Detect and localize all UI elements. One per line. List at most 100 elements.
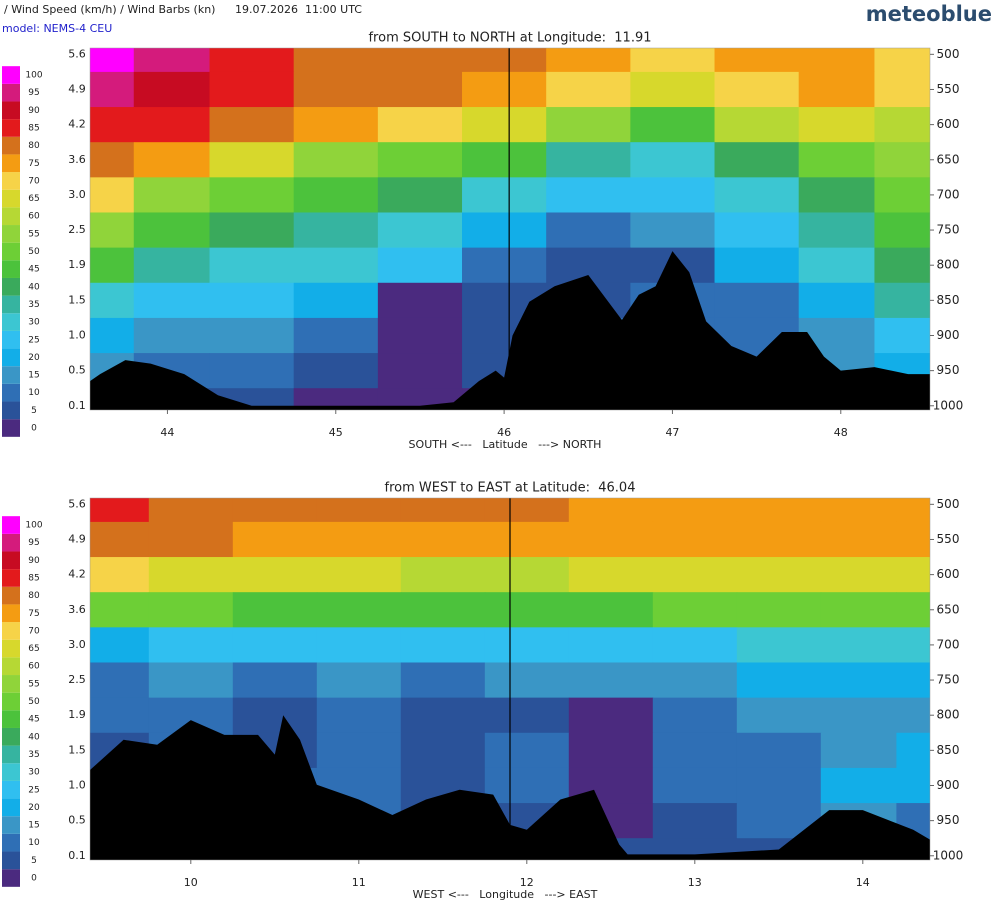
wind-cell	[896, 627, 930, 663]
colorbar-swatch	[2, 551, 20, 570]
plot-frame	[89, 47, 931, 411]
wind-cell	[400, 662, 486, 699]
y2-tick-label: 850	[937, 743, 960, 757]
colorbar-swatch	[2, 675, 20, 693]
plot-area	[90, 498, 930, 860]
colorbar-swatch	[2, 383, 20, 402]
wind-cell	[90, 48, 135, 73]
colorbar-swatch	[2, 366, 20, 384]
wind-cell	[90, 592, 150, 628]
y2-tick-label: 800	[937, 708, 960, 722]
wind-cell	[133, 282, 211, 319]
wind-cell	[484, 767, 570, 804]
wind-cell	[736, 521, 822, 558]
colorbar-label: 50	[28, 247, 40, 257]
wind-cell	[209, 71, 295, 108]
colorbar-label: 45	[28, 715, 39, 725]
wind-cell	[377, 142, 463, 178]
wind-cell	[90, 212, 135, 249]
wind-cell	[546, 48, 631, 73]
wind-cell	[874, 212, 930, 249]
wind-cell	[714, 177, 800, 213]
y2-tick-label: 550	[937, 532, 960, 546]
colorbar-swatch	[2, 172, 20, 190]
wind-cell	[400, 627, 486, 663]
colorbar-swatch	[2, 154, 20, 173]
colorbar-label: 35	[28, 750, 39, 760]
colorbar-swatch	[2, 710, 20, 728]
wind-cell	[568, 732, 654, 769]
wind-cell	[293, 48, 379, 73]
wind-cell	[90, 177, 135, 213]
wind-cell	[133, 177, 211, 213]
wind-cell	[316, 498, 402, 523]
x-tick-label: 45	[329, 426, 343, 439]
wind-cell	[798, 212, 875, 249]
colorbar-label: 25	[28, 785, 39, 795]
wind-cell	[896, 498, 930, 523]
wind-cell	[874, 317, 930, 354]
wind-cell	[652, 627, 738, 663]
x-tick-label: 48	[834, 426, 848, 439]
wind-cell	[316, 627, 402, 663]
wind-cell	[148, 521, 234, 558]
colorbar-label: 10	[28, 388, 40, 398]
colorbar-swatch	[2, 745, 20, 764]
wind-cell	[896, 697, 930, 734]
wind-cell	[652, 557, 738, 593]
colorbar-label: 95	[28, 88, 39, 98]
colorbar-swatch	[2, 101, 20, 120]
colorbar-swatch	[2, 622, 20, 640]
x-tick-label: 14	[856, 876, 870, 889]
wind-cell	[798, 142, 875, 178]
colorbar-label: 90	[28, 556, 40, 566]
colorbar-label: 5	[31, 406, 37, 416]
wind-cell	[232, 662, 318, 699]
y-tick-label: 0.1	[68, 849, 86, 862]
wind-cell	[874, 142, 930, 178]
wind-cell	[90, 247, 135, 284]
wind-cell	[293, 71, 379, 108]
colorbar-label: 20	[28, 353, 40, 363]
colorbar-swatch	[2, 225, 20, 243]
y-tick-label: 5.6	[68, 497, 86, 510]
x-tick-label: 46	[497, 426, 511, 439]
wind-cell	[714, 71, 800, 108]
plot-frame	[89, 497, 931, 861]
wind-cell	[568, 697, 654, 734]
wind-cell	[546, 107, 631, 143]
header-title: / Wind Speed (km/h) / Wind Barbs (kn)	[4, 3, 215, 16]
wind-cell	[90, 498, 150, 523]
colorbar-label: 60	[28, 212, 40, 222]
colorbar-label: 85	[28, 123, 39, 133]
wind-cell	[293, 317, 379, 354]
wind-cell	[90, 521, 150, 558]
terrain	[90, 251, 930, 410]
wind-cell	[133, 142, 211, 178]
wind-cell	[316, 521, 402, 558]
wind-cell	[652, 662, 738, 699]
colorbar-swatch	[2, 242, 20, 261]
wind-cell	[462, 177, 547, 213]
y2-tick-label: 650	[937, 152, 960, 166]
wind-cell	[209, 247, 295, 284]
y-tick-label: 3.0	[68, 188, 86, 201]
wind-cell	[546, 212, 631, 249]
wind-cell	[133, 317, 211, 354]
wind-cell	[232, 557, 318, 593]
wind-cell	[736, 697, 822, 734]
wind-cell	[377, 353, 463, 389]
y-tick-label: 5.6	[68, 47, 86, 60]
wind-cell	[400, 697, 486, 734]
wind-cell	[874, 177, 930, 213]
wind-cell	[209, 142, 295, 178]
colorbar-swatch	[2, 516, 20, 534]
wind-cell	[148, 662, 234, 699]
wind-cell	[820, 662, 897, 699]
colorbar-label: 75	[28, 159, 39, 169]
colorbar-swatch	[2, 83, 20, 102]
wind-cell	[568, 498, 654, 523]
colorbar-swatch	[2, 348, 20, 367]
wind-cell	[209, 107, 295, 143]
wind-cell	[90, 142, 135, 178]
